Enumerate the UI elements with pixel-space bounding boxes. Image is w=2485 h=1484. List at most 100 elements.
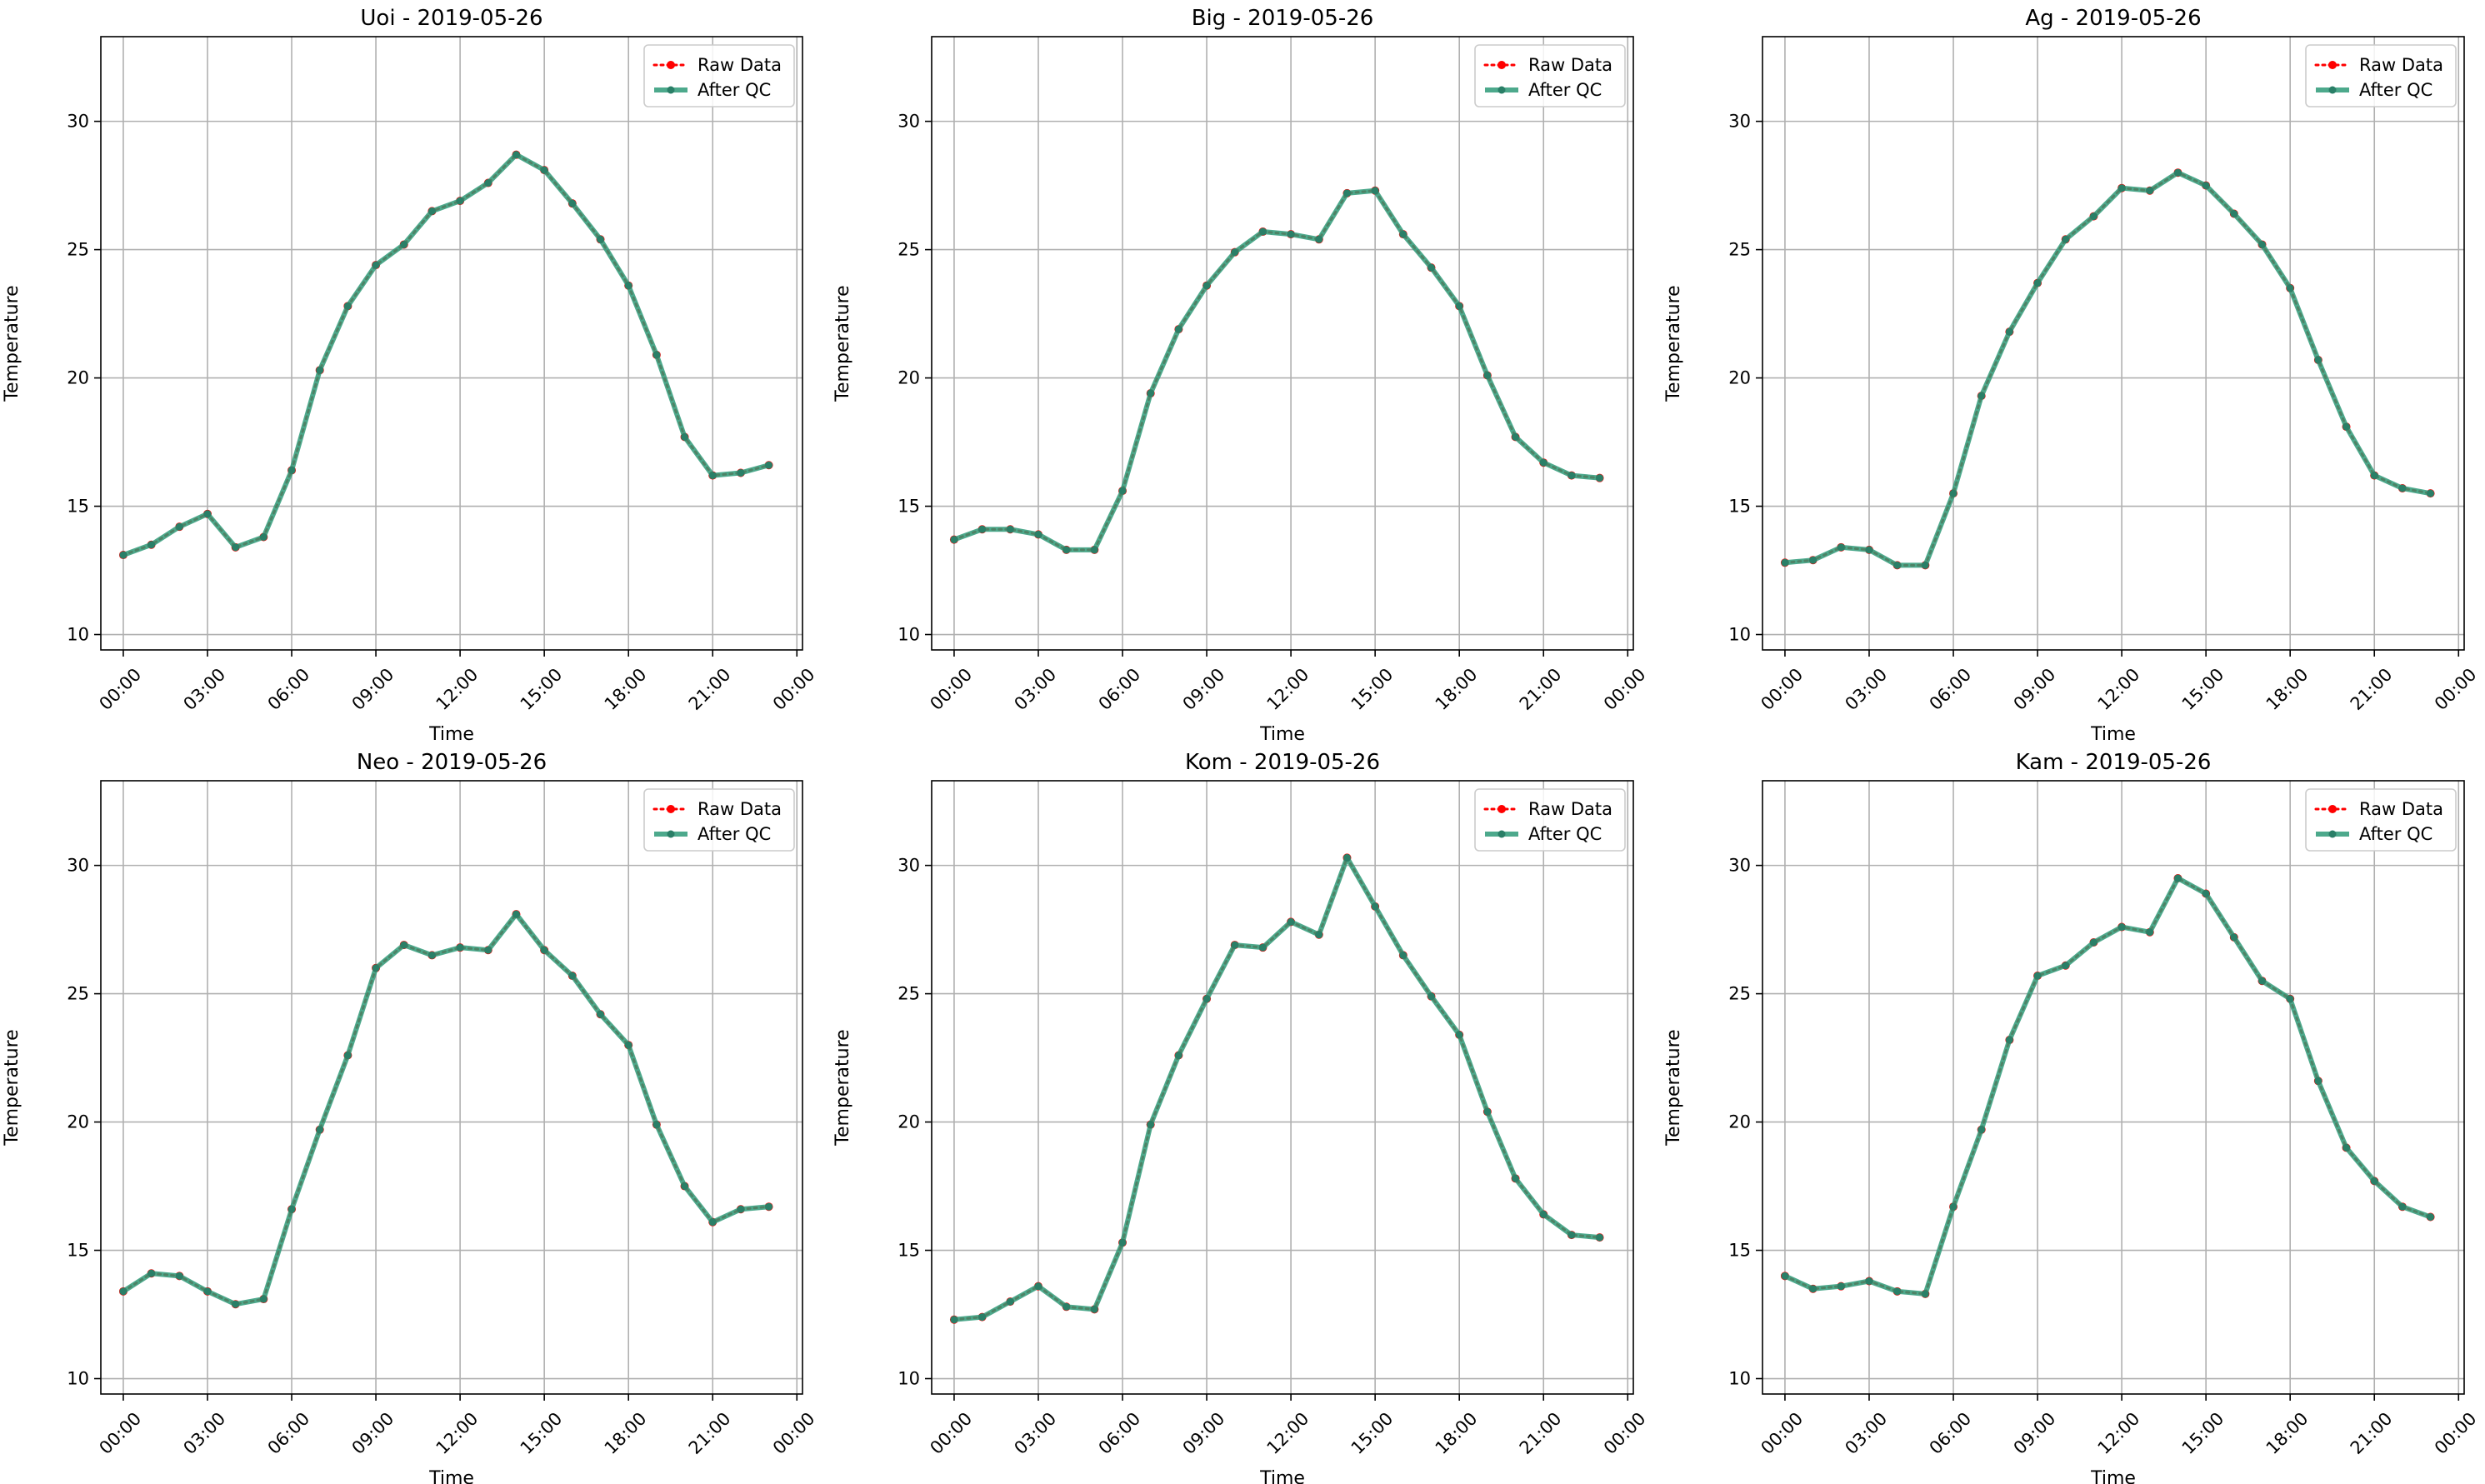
y-tick-label: 25 (1728, 984, 1751, 1004)
y-tick-label: 30 (898, 112, 920, 132)
after-qc-point (203, 510, 212, 518)
after-qc-point (568, 199, 577, 207)
after-qc-point (259, 1295, 268, 1303)
axes-frame (1762, 780, 2465, 1395)
y-axis-label: Temperature (2, 285, 22, 402)
legend-after-qc-label: After QC (698, 80, 771, 100)
legend-after-qc-marker (667, 86, 675, 94)
after-qc-point (2033, 279, 2042, 287)
after-qc-point (1006, 525, 1014, 533)
after-qc-point (2089, 938, 2098, 947)
after-qc-point (428, 207, 436, 215)
after-qc-point (2398, 1202, 2407, 1211)
legend-raw-data-marker (667, 805, 675, 813)
y-tick-label: 25 (898, 240, 920, 260)
after-qc-point (1399, 951, 1408, 959)
after-qc-point (540, 166, 548, 174)
after-qc-point (1006, 1297, 1014, 1306)
after-qc-point (1258, 943, 1267, 952)
after-qc-line (122, 912, 769, 1307)
after-qc-point (2314, 1077, 2322, 1085)
after-qc-point (737, 469, 745, 477)
y-tick-label: 15 (67, 497, 89, 517)
after-qc-point (1090, 546, 1098, 554)
x-axis-label: Time (2090, 1468, 2136, 1484)
y-tick-label: 20 (898, 368, 920, 388)
legend: Raw Data After QC (1474, 44, 1626, 107)
after-qc-point (2146, 928, 2154, 937)
y-tick-label: 15 (67, 1241, 89, 1261)
legend-raw-data-marker (667, 61, 675, 69)
after-qc-point (1399, 230, 1408, 238)
subplot-title: Neo - 2019-05-26 (357, 750, 547, 775)
after-qc-line (953, 855, 1600, 1322)
after-qc-point (1596, 1233, 1604, 1242)
series-after-qc (950, 853, 1604, 1324)
after-qc-point (484, 179, 492, 187)
legend-after-qc-marker (1498, 86, 1506, 94)
after-qc-point (1428, 992, 1436, 1001)
after-qc-point (1893, 561, 1902, 569)
after-qc-point (1231, 941, 1239, 949)
legend-raw-data-marker (2328, 61, 2337, 69)
after-qc-point (1118, 1238, 1127, 1247)
after-qc-point (1371, 187, 1379, 195)
subplot-title: Kom - 2019-05-26 (1185, 750, 1380, 775)
after-qc-point (2089, 212, 2098, 221)
after-qc-point (568, 972, 577, 980)
after-qc-point (2005, 1036, 2013, 1044)
legend-raw-data-label: Raw Data (1528, 55, 1612, 75)
after-qc-point (428, 951, 436, 959)
after-qc-point (1034, 1282, 1042, 1291)
after-qc-point (2342, 1143, 2351, 1152)
after-qc-point (2314, 356, 2322, 364)
after-qc-point (400, 941, 408, 949)
after-qc-point (2370, 472, 2378, 480)
after-qc-point (119, 1287, 128, 1296)
after-qc-point (484, 946, 492, 954)
after-qc-point (978, 525, 987, 533)
after-qc-point (681, 432, 689, 441)
after-qc-point (1455, 302, 1463, 310)
after-qc-point (372, 261, 380, 269)
axes-frame (1762, 36, 2465, 651)
series-after-qc (950, 187, 1604, 554)
after-qc-point (1978, 1126, 1986, 1134)
y-axis-label: Temperature (2, 1029, 22, 1146)
after-qc-point (1483, 371, 1492, 379)
x-axis-label: Time (2090, 724, 2136, 745)
series-after-qc (1781, 874, 2435, 1298)
after-qc-point (2230, 209, 2238, 217)
x-axis-label: Time (428, 724, 474, 745)
y-axis-label: Temperature (832, 1029, 853, 1146)
after-qc-point (2118, 923, 2126, 932)
legend-after-qc-marker (2328, 86, 2337, 94)
y-axis-label: Temperature (1663, 285, 1684, 402)
legend: Raw Data After QC (643, 788, 795, 852)
legend-raw-data-marker (1498, 805, 1506, 813)
after-qc-point (2005, 327, 2013, 336)
y-tick-label: 30 (67, 856, 89, 876)
after-qc-point (950, 536, 958, 544)
after-qc-point (1455, 1031, 1463, 1039)
after-qc-point (2173, 168, 2182, 177)
after-qc-point (540, 946, 548, 954)
after-qc-point (1781, 1272, 1789, 1280)
legend-after-qc-label: After QC (2359, 80, 2432, 100)
subplot-title: Kam - 2019-05-26 (2016, 750, 2212, 775)
y-tick-label: 15 (1728, 1241, 1751, 1261)
after-qc-point (2062, 235, 2070, 243)
y-tick-label: 30 (67, 112, 89, 132)
y-tick-label: 30 (898, 856, 920, 876)
after-qc-point (1371, 902, 1379, 911)
y-tick-label: 25 (67, 984, 89, 1004)
after-qc-point (148, 541, 156, 549)
after-qc-point (288, 466, 296, 474)
axes-frame (100, 36, 803, 651)
after-qc-point (2398, 484, 2407, 492)
after-qc-point (597, 1010, 605, 1018)
y-tick-label: 15 (898, 497, 920, 517)
grid (101, 37, 802, 650)
y-tick-label: 20 (898, 1112, 920, 1132)
after-qc-point (1147, 389, 1155, 397)
